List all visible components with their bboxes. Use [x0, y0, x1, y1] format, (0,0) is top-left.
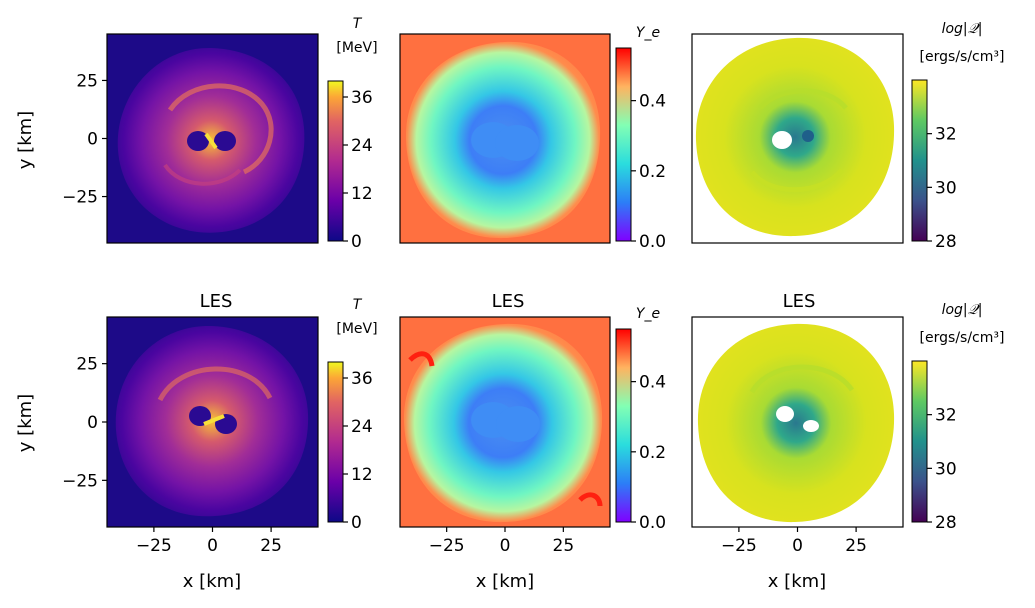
x-tick-label: 0: [792, 536, 803, 556]
colorbar-tick-label: 28: [935, 232, 957, 252]
colorbar-title: Y_e: [636, 306, 660, 322]
colorbar-tick-label: 0: [351, 232, 362, 252]
x-tick-label: 25: [845, 536, 867, 556]
colorbar-tick-label: 24: [351, 417, 373, 437]
colorbar-title: T: [353, 297, 363, 313]
colorbar-temperature-top: [327, 80, 344, 242]
colorbar-unit: [MeV]: [336, 321, 377, 337]
colorbar-tick-label: 0.4: [639, 373, 666, 393]
colorbar-tick-label: 32: [935, 406, 957, 426]
colorbar-tick-label: 12: [351, 465, 373, 485]
x-tick-label: 0: [500, 536, 511, 556]
colorbar-tick-label: 36: [351, 88, 373, 108]
colorbar-tick-label: 0.0: [639, 513, 666, 533]
colorbar-tick-label: 0.0: [639, 232, 666, 252]
y-axis-label: y [km]: [15, 111, 36, 169]
colorbar-title: log|𝒬|: [942, 302, 983, 318]
colorbar-tick-label: 0.2: [639, 162, 666, 182]
y-tick-label: 0: [87, 130, 98, 150]
x-tick-label: 25: [260, 536, 282, 556]
panel-title: LES: [492, 291, 525, 312]
y-tick-label: 0: [87, 413, 98, 433]
colorbar-tick-label: 0: [351, 513, 362, 533]
colorbar-ye-bottom: [615, 328, 632, 523]
y-tick-label: −25: [62, 471, 98, 491]
colorbar-title: T: [353, 16, 363, 32]
panel-title: LES: [200, 291, 233, 312]
x-axis-label: x [km]: [768, 571, 826, 592]
panel-emissivity-bottom: [691, 316, 904, 528]
y-tick-label: −25: [62, 188, 98, 208]
x-tick-label: −25: [429, 536, 465, 556]
colorbar-unit: [MeV]: [336, 40, 377, 56]
x-axis-label: x [km]: [183, 571, 241, 592]
y-tick-label: 25: [76, 355, 98, 375]
colorbar-tick-label: 12: [351, 184, 373, 204]
x-tick-label: −25: [136, 536, 172, 556]
colorbar-ye-top: [615, 47, 632, 242]
y-tick-label: 25: [76, 71, 98, 91]
colorbar-tick-label: 30: [935, 459, 957, 479]
colorbar-emissivity-top: [911, 79, 928, 242]
x-tick-label: −25: [721, 536, 757, 556]
colorbar-title: Y_e: [636, 25, 660, 41]
colorbar-tick-label: 0.4: [639, 92, 666, 112]
panel-title: LES: [783, 291, 816, 312]
colorbar-temperature-bottom: [327, 361, 344, 523]
colorbar-tick-label: 28: [935, 513, 957, 533]
y-axis-label: y [km]: [15, 394, 36, 452]
colorbar-unit: [ergs/s/cm³]: [920, 49, 1005, 65]
colorbar-emissivity-bottom: [911, 360, 928, 523]
panel-ye-top: [399, 33, 611, 244]
colorbar-tick-label: 36: [351, 369, 373, 389]
panel-ye-bottom: [399, 316, 611, 528]
panel-temperature-top: [106, 33, 319, 244]
colorbar-tick-label: 30: [935, 178, 957, 198]
colorbar-tick-label: 0.2: [639, 443, 666, 463]
colorbar-tick-label: 24: [351, 136, 373, 156]
x-tick-label: 25: [553, 536, 575, 556]
panel-temperature-bottom: [106, 316, 319, 528]
x-axis-label: x [km]: [476, 571, 534, 592]
colorbar-title: log|𝒬|: [942, 21, 983, 37]
colorbar-tick-label: 32: [935, 125, 957, 145]
x-tick-label: 0: [207, 536, 218, 556]
panel-emissivity-top: [691, 33, 904, 244]
colorbar-unit: [ergs/s/cm³]: [920, 330, 1005, 346]
